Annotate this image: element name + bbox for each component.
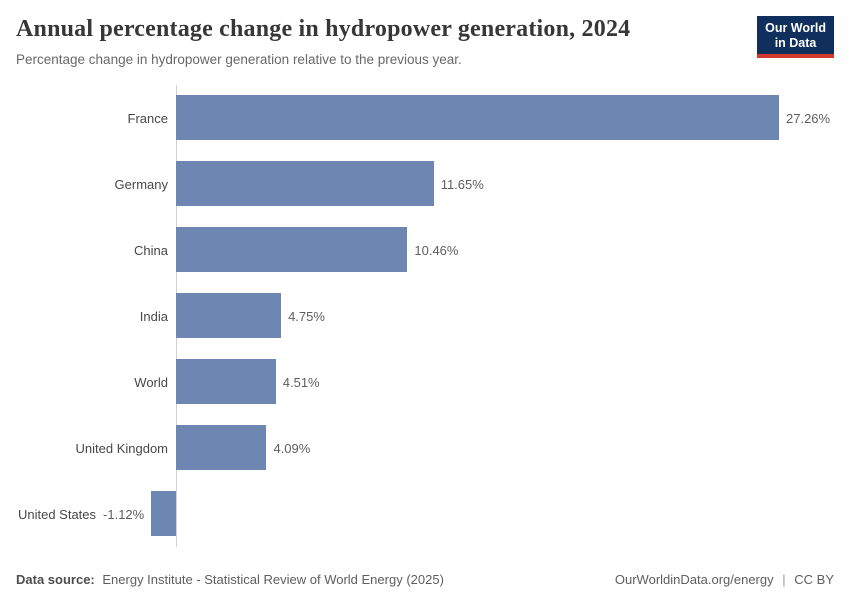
owid-url-link[interactable]: OurWorldinData.org/energy <box>614 572 774 587</box>
category-label: China <box>134 242 168 258</box>
value-label: 11.65% <box>440 176 484 192</box>
bar-united-kingdom[interactable] <box>176 425 267 470</box>
category-block: Germany <box>115 151 168 217</box>
category-label: United Kingdom <box>75 440 169 456</box>
bar-row: 4.09% United Kingdom <box>16 415 834 481</box>
bar-row: United States -1.12% <box>16 481 834 547</box>
category-block: China <box>134 217 168 283</box>
footer-links: OurWorldinData.org/energy | CC BY <box>615 572 834 587</box>
bar-world[interactable] <box>176 359 276 404</box>
bar-row: 4.75% India <box>16 283 834 349</box>
header-text: Annual percentage change in hydropower g… <box>16 14 630 68</box>
owid-logo: Our World in Data <box>757 16 834 58</box>
data-source-text: Energy Institute - Statistical Review of… <box>102 572 444 587</box>
bar-row: 10.46% China <box>16 217 834 283</box>
logo-line-1: Our World <box>765 21 826 35</box>
chart-header: Annual percentage change in hydropower g… <box>0 0 850 68</box>
value-label: 4.75% <box>288 308 325 324</box>
footer-separator: | <box>782 572 786 587</box>
bar-india[interactable] <box>176 293 282 338</box>
data-source-label: Data source: <box>16 572 95 587</box>
page-title: Annual percentage change in hydropower g… <box>16 16 631 42</box>
value-label: -1.12% <box>103 506 145 522</box>
category-block: United Kingdom <box>76 415 169 481</box>
bar-chart: 27.26% France 11.65% Germany 10.46% China 4.75… <box>16 85 834 547</box>
bar-germany[interactable] <box>176 161 434 206</box>
logo-line-2: in Data <box>774 36 817 50</box>
bar-france[interactable] <box>176 95 779 140</box>
category-block: India <box>140 283 168 349</box>
category-label: World <box>134 374 168 390</box>
bar-row: 4.51% World <box>16 349 834 415</box>
category-label: India <box>139 308 168 324</box>
category-label: United States <box>17 506 97 522</box>
bar-united-states[interactable] <box>151 491 176 536</box>
category-block: France <box>128 85 168 151</box>
category-block: World <box>134 349 168 415</box>
data-source: Data source: Energy Institute - Statisti… <box>16 572 444 587</box>
chart-footer: Data source: Energy Institute - Statisti… <box>16 572 834 587</box>
value-label: 4.09% <box>273 440 311 456</box>
chart-subtitle: Percentage change in hydropower generati… <box>16 52 462 67</box>
bar-row: 27.26% France <box>16 85 834 151</box>
category-label: Germany <box>114 176 168 192</box>
license-label: CC BY <box>794 572 834 587</box>
category-label: France <box>127 110 168 126</box>
bar-china[interactable] <box>176 227 408 272</box>
value-label: 10.46% <box>414 242 459 258</box>
value-label: 4.51% <box>282 374 320 390</box>
bar-row: 11.65% Germany <box>16 151 834 217</box>
category-block: United States -1.12% <box>18 481 144 547</box>
value-label: 27.26% <box>786 110 831 126</box>
